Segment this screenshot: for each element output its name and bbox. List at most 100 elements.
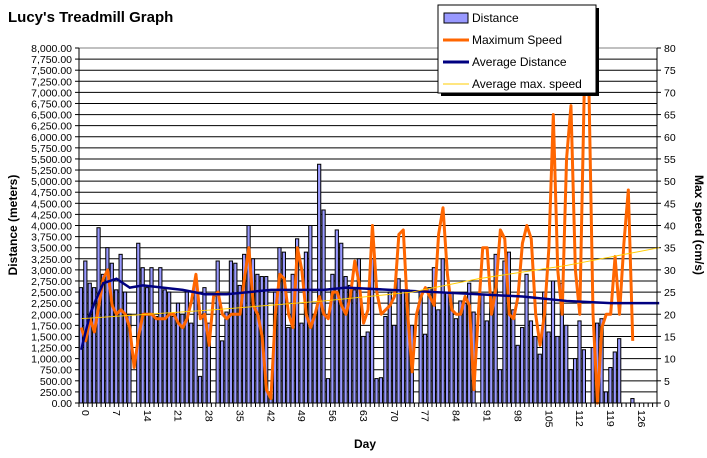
x-tick-label: 28 xyxy=(203,410,215,422)
y-tick-label: 5,500.00 xyxy=(31,154,72,166)
bar-distance xyxy=(453,318,459,404)
y-tick-label: 4,000.00 xyxy=(31,221,72,233)
x-tick-label: 56 xyxy=(326,410,338,422)
y2-axis-label: Max speed (cm/s) xyxy=(692,175,706,275)
bar-distance xyxy=(396,278,401,404)
bar-distance xyxy=(140,267,145,404)
y-tick-label: 7,500.00 xyxy=(31,65,72,77)
line-maximum-speed xyxy=(79,68,635,405)
bar-distance xyxy=(568,369,573,404)
bar-distance xyxy=(281,251,286,404)
x-tick-label: 77 xyxy=(419,410,431,422)
x-tick-label: 112 xyxy=(573,410,585,427)
y-tick-label: 1,250.00 xyxy=(31,343,72,355)
bar-distance xyxy=(361,335,366,404)
y-tick-label: 7,250.00 xyxy=(31,76,72,88)
bar-distance xyxy=(572,358,578,404)
bar-distance xyxy=(87,282,92,404)
bar-distance xyxy=(334,229,339,404)
y-tick-label: 6,750.00 xyxy=(31,98,72,110)
y-tick-label: 1,750.00 xyxy=(31,320,72,332)
x-tick-label: 0 xyxy=(79,410,91,416)
y2-tick-label: 75 xyxy=(664,65,676,77)
bar-distance xyxy=(202,287,207,404)
y-tick-label: 2,750.00 xyxy=(31,276,72,288)
y-tick-label: 5,250.00 xyxy=(31,165,72,177)
y2-tick-label: 0 xyxy=(664,398,670,410)
bar-distance xyxy=(171,315,176,404)
bar-distance xyxy=(418,291,423,404)
y-tick-label: 6,000.00 xyxy=(31,132,72,144)
y2-tick-label: 70 xyxy=(664,87,676,99)
bar-distance xyxy=(219,340,225,404)
bar-distance xyxy=(343,276,348,404)
line-average-distance xyxy=(79,277,660,351)
bar-distance xyxy=(383,315,388,404)
y2-tick-label: 35 xyxy=(664,243,676,255)
bar-distance xyxy=(325,378,331,404)
y2-tick-label: 25 xyxy=(664,287,676,299)
bar-distance xyxy=(537,353,542,404)
bar-distance xyxy=(511,309,516,404)
y-tick-label: 3,000.00 xyxy=(31,265,72,277)
y2-tick-label: 60 xyxy=(664,132,676,144)
x-tick-label: 98 xyxy=(511,410,523,422)
bar-distance xyxy=(286,327,291,404)
bar-distance xyxy=(458,300,463,404)
bar-distance xyxy=(114,289,119,404)
y-tick-label: 5,000.00 xyxy=(31,176,72,188)
x-tick-label: 119 xyxy=(604,410,616,427)
x-tick-label: 91 xyxy=(481,410,493,422)
bar-distance xyxy=(352,289,357,404)
y2-tick-label: 10 xyxy=(664,354,676,366)
y-tick-label: 1,000.00 xyxy=(31,354,72,366)
bar-distance xyxy=(581,349,587,404)
y-tick-label: 8,000.00 xyxy=(31,43,72,55)
bar-distance xyxy=(612,351,617,404)
x-tick-label: 35 xyxy=(233,410,245,422)
bar-distance xyxy=(392,324,397,404)
bar-distance xyxy=(162,289,167,404)
y2-tick-label: 30 xyxy=(664,265,676,277)
legend-label: Average Distance xyxy=(472,55,567,69)
bar-distance xyxy=(440,258,445,404)
x-axis-label: Day xyxy=(354,437,376,451)
y-tick-label: 3,500.00 xyxy=(31,243,72,255)
bar-distance xyxy=(502,260,507,404)
bar-distance xyxy=(215,260,220,404)
x-tick-label: 7 xyxy=(110,410,122,416)
bar-distance xyxy=(524,273,529,404)
y-tick-label: 4,500.00 xyxy=(31,198,72,210)
y-axis-label: Distance (meters) xyxy=(6,175,20,276)
bar-distance xyxy=(546,331,551,404)
y2-tick-label: 15 xyxy=(664,331,676,343)
bar-distance xyxy=(299,322,304,404)
y-tick-label: 250.00 xyxy=(40,387,72,399)
bar-distance xyxy=(136,242,141,404)
x-tick-label: 84 xyxy=(450,410,462,422)
bar-distance xyxy=(122,291,128,404)
y2-tick-label: 40 xyxy=(664,221,676,233)
legend-label: Maximum Speed xyxy=(472,33,562,47)
bar-distance xyxy=(427,287,432,404)
x-tick-label: 14 xyxy=(141,410,153,422)
y-tick-label: 7,750.00 xyxy=(31,54,72,66)
x-tick-label: 49 xyxy=(295,410,307,422)
bar-distance xyxy=(365,331,370,404)
y-tick-label: 4,250.00 xyxy=(31,209,72,221)
bar-distance xyxy=(480,293,485,404)
bar-distance xyxy=(462,302,467,404)
bar-distance xyxy=(378,377,384,404)
y-tick-label: 1,500.00 xyxy=(31,331,72,343)
bar-distance xyxy=(608,367,613,404)
y2-tick-label: 50 xyxy=(664,176,676,188)
bar-distance xyxy=(312,313,317,404)
bar-distance xyxy=(445,291,450,404)
x-tick-label: 105 xyxy=(542,410,554,428)
x-tick-label: 21 xyxy=(172,410,184,422)
y-tick-label: 750.00 xyxy=(40,365,72,377)
bar-distance xyxy=(515,344,520,404)
chart-title: Lucy's Treadmill Graph xyxy=(8,9,174,26)
y-tick-label: 2,500.00 xyxy=(31,287,72,299)
